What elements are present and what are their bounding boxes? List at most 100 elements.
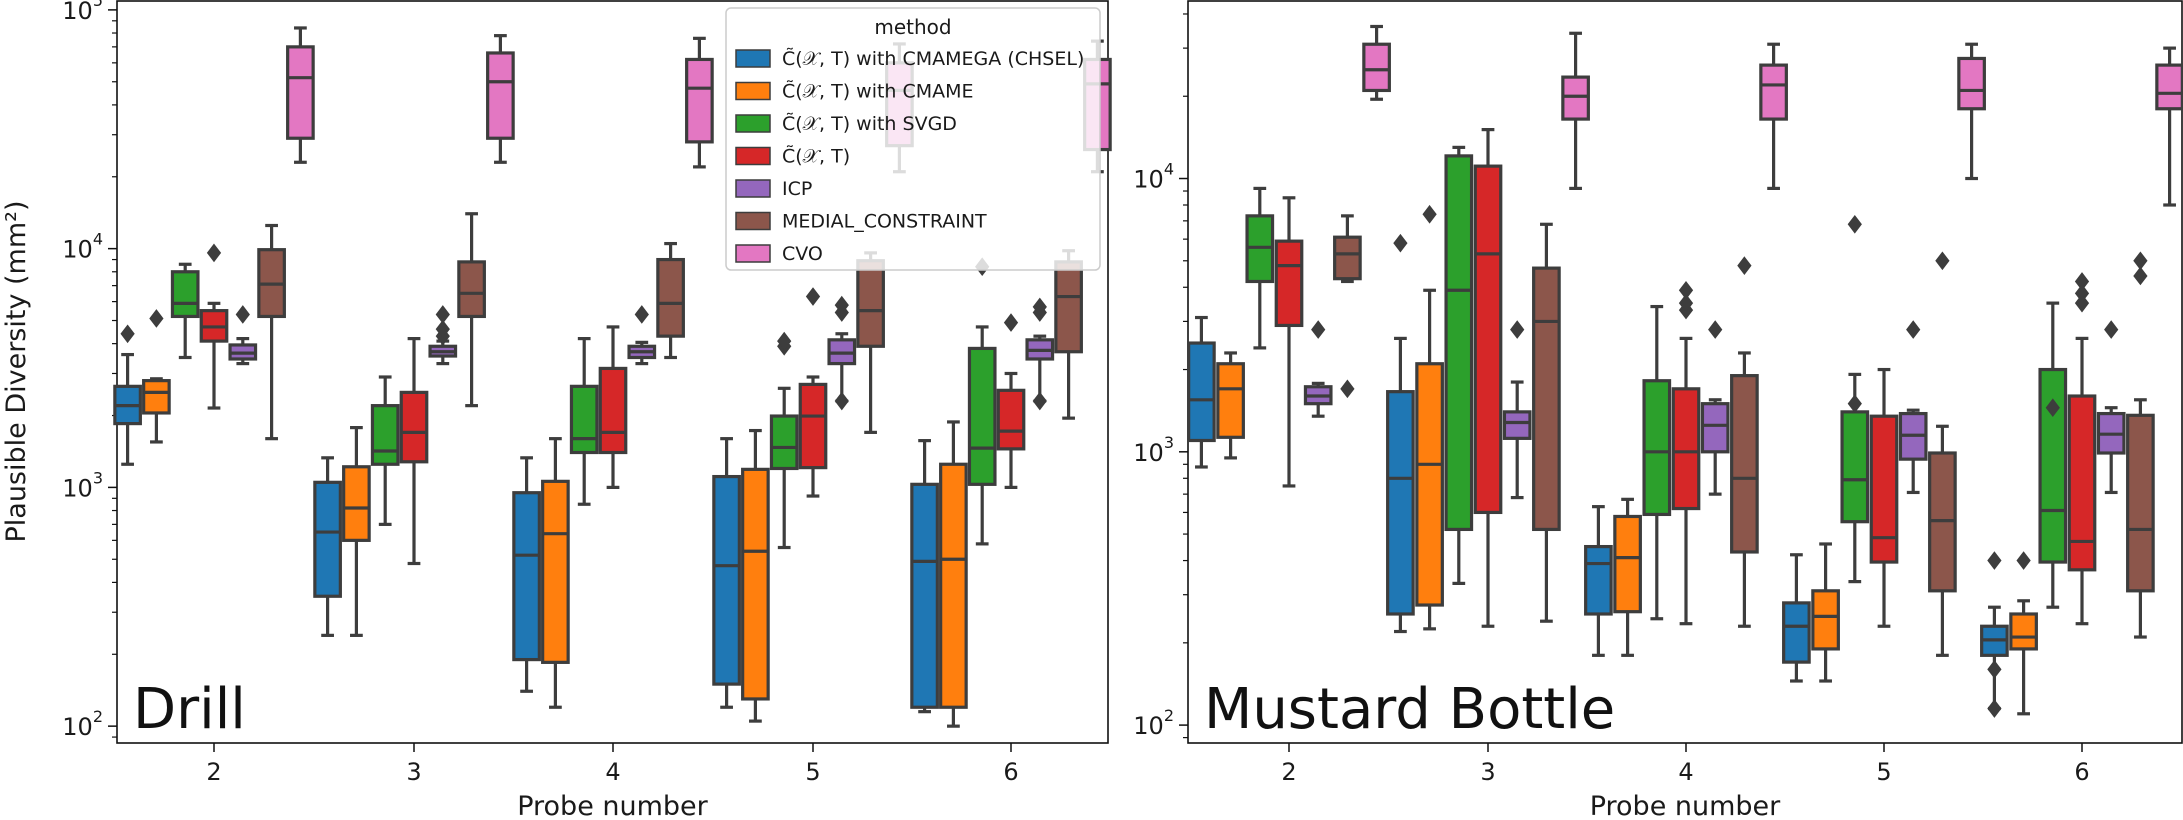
outlier-point xyxy=(2133,251,2148,271)
outlier-point xyxy=(1393,233,1408,253)
box-cat5-method1 xyxy=(712,437,741,709)
box-cat2-method3 xyxy=(1245,186,1275,350)
box-cat4-method7 xyxy=(1759,42,1788,191)
x-axis-label: Probe number xyxy=(517,791,708,820)
box-cat5-method2 xyxy=(741,428,770,723)
iqr-box xyxy=(142,379,171,415)
legend-label: C̃(𝒳, T) xyxy=(782,145,850,167)
outlier-point xyxy=(2016,551,2031,570)
y-tick-label: 103 xyxy=(62,468,103,502)
box-cat5-method5 xyxy=(1898,320,1928,495)
y-tick-base: 10 xyxy=(1133,166,1164,194)
legend-swatch xyxy=(735,244,771,263)
iqr-box xyxy=(2038,367,2068,564)
iqr-box xyxy=(286,45,315,140)
iqr-box xyxy=(1811,589,1840,651)
y-tick-exponent: 4 xyxy=(1164,160,1174,179)
outlier-point xyxy=(1340,379,1355,399)
box-cat5-method6 xyxy=(856,251,885,434)
box-cat6-method2 xyxy=(939,420,968,728)
box-cat6-method2 xyxy=(2009,551,2038,716)
legend-swatch xyxy=(735,211,771,231)
y-tick-base: 10 xyxy=(62,474,93,502)
box-cat5-method7 xyxy=(1957,42,1986,181)
box-cat5-method5 xyxy=(827,295,857,411)
box-cat3-method2 xyxy=(1415,204,1444,631)
box-cat2-method3 xyxy=(170,262,200,360)
box-cat6-method1 xyxy=(910,439,939,714)
y-tick-base: 10 xyxy=(62,236,93,264)
iqr-box xyxy=(996,388,1026,451)
outlier-point xyxy=(2133,266,2148,286)
box-cat4-method2 xyxy=(541,437,570,709)
iqr-box xyxy=(712,474,741,686)
outlier-point xyxy=(1510,320,1525,339)
iqr-box xyxy=(1957,56,1986,111)
box-cat6-method6 xyxy=(1054,249,1083,420)
legend-label: CVO xyxy=(782,243,823,265)
iqr-box xyxy=(910,482,939,709)
iqr-box xyxy=(1216,362,1245,439)
box-cat5-method3 xyxy=(769,331,799,550)
y-tick-exponent: 2 xyxy=(93,707,103,726)
box-cat4-method6 xyxy=(1730,256,1759,628)
box-cat6-method3 xyxy=(2038,301,2068,609)
box-cat6-method6 xyxy=(2126,251,2155,639)
outlier-point xyxy=(149,309,164,328)
box-cat5-method6 xyxy=(1928,251,1957,657)
y-tick-exponent: 5 xyxy=(93,0,103,10)
legend-label: ICP xyxy=(782,178,812,200)
iqr-box xyxy=(1386,390,1415,616)
outlier-point xyxy=(1678,293,1694,313)
box-cat3-method1 xyxy=(313,456,342,637)
iqr-box xyxy=(170,270,200,319)
box-cat2-method2 xyxy=(142,309,171,444)
iqr-box xyxy=(967,346,997,486)
box-cat2-method6 xyxy=(257,223,286,441)
iqr-box xyxy=(2155,63,2183,111)
legend-label: MEDIAL_CONSTRAINT xyxy=(782,211,987,233)
iqr-box xyxy=(370,404,400,466)
y-tick-label: 103 xyxy=(1133,433,1174,467)
outlier-point xyxy=(634,305,649,324)
y-tick-exponent: 3 xyxy=(1164,433,1174,452)
box-cat2-method4 xyxy=(199,243,229,410)
legend-swatch xyxy=(735,114,771,133)
outlier-point xyxy=(2074,293,2090,313)
box-cat4-method2 xyxy=(1613,497,1642,657)
legend: method C̃(𝒳, T) with CMAMEGA (CHSEL) C̃(𝒳,… xyxy=(725,7,1101,271)
box-cat5-method4 xyxy=(1869,367,1899,628)
iqr-box xyxy=(2067,394,2097,572)
y-tick-label: 102 xyxy=(1133,706,1174,740)
box-cat3-method6 xyxy=(1532,222,1561,623)
outlier-point xyxy=(1678,280,1694,300)
box-cat4-method6 xyxy=(656,241,685,360)
iqr-box xyxy=(1444,154,1474,532)
iqr-box xyxy=(1187,341,1216,443)
box-cat4-method5 xyxy=(627,305,657,366)
box-cat4-method7 xyxy=(685,36,714,169)
box-cat2-method5 xyxy=(228,305,258,366)
y-tick-label: 104 xyxy=(1133,160,1174,194)
iqr-box xyxy=(1584,544,1613,616)
outlier-point xyxy=(834,295,849,315)
iqr-box xyxy=(1333,235,1362,281)
outlier-point xyxy=(1737,256,1752,275)
box-cat2-method6 xyxy=(1333,214,1362,399)
x-tick-label: 3 xyxy=(1480,758,1495,786)
iqr-box xyxy=(1054,260,1083,354)
box-cat2-method1 xyxy=(113,324,142,466)
x-tick-label: 6 xyxy=(2074,758,2089,786)
iqr-box xyxy=(598,366,628,455)
iqr-box xyxy=(1671,387,1701,511)
box-cat2-method5 xyxy=(1303,320,1333,418)
y-tick-label: 102 xyxy=(62,707,103,741)
iqr-box xyxy=(512,491,541,662)
legend-label: C̃(𝒳, T) with CMAME xyxy=(782,80,974,102)
iqr-box xyxy=(399,390,429,464)
iqr-box xyxy=(1782,601,1811,664)
legend-swatch xyxy=(735,81,771,101)
legend-label: C̃(𝒳, T) with SVGD xyxy=(782,113,957,135)
